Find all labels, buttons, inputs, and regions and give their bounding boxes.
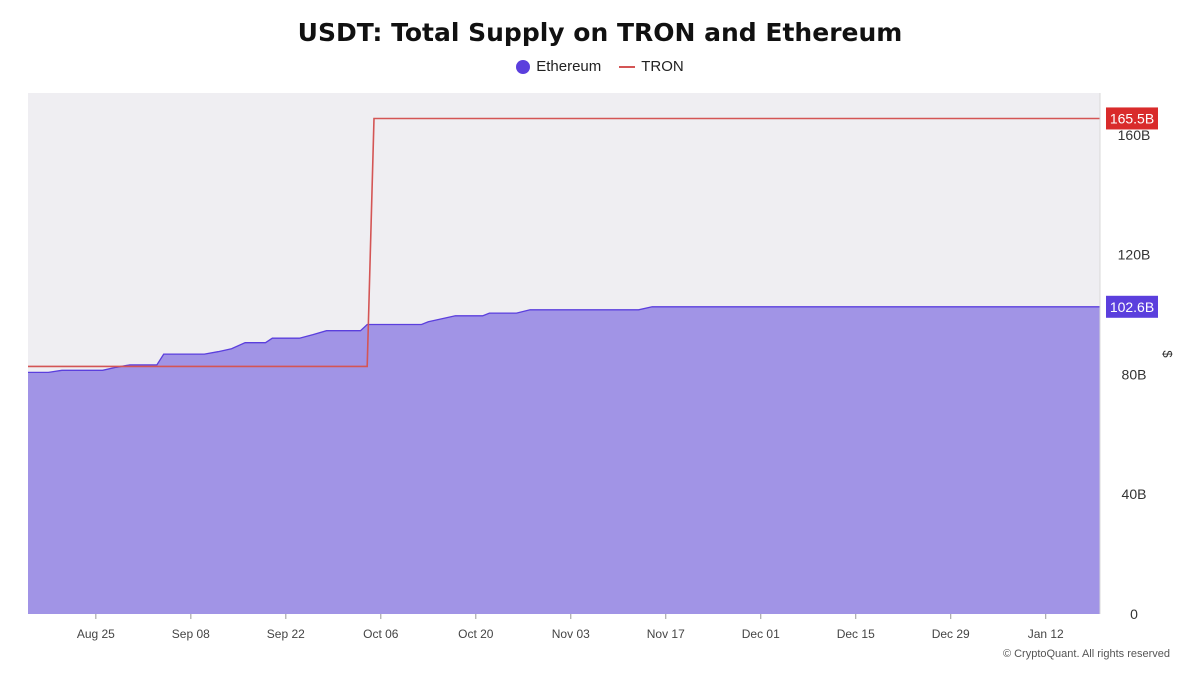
chart-legend: Ethereum TRON: [0, 58, 1200, 75]
x-tick-label: Nov 03: [552, 627, 590, 641]
legend-label-tron: TRON: [641, 58, 684, 75]
last-value-badge-tron-bg: [1106, 107, 1158, 130]
y-tick-label: 80B: [1122, 366, 1147, 382]
last-value-badge-tron-text: 165.5B: [1110, 110, 1154, 126]
y-tick-label: 0: [1130, 606, 1138, 622]
chart-title: USDT: Total Supply on TRON and Ethereum: [297, 18, 903, 47]
y-tick-label: 120B: [1118, 247, 1151, 263]
last-value-badge-ethereum-text: 102.6B: [1110, 299, 1154, 315]
x-tick-label: Dec 01: [742, 627, 780, 641]
x-tick-label: Dec 29: [932, 627, 970, 641]
x-tick-label: Dec 15: [837, 627, 875, 641]
x-tick-label: Nov 17: [647, 627, 685, 641]
series-area-ethereum: [28, 306, 1100, 614]
x-tick-label: Oct 20: [458, 627, 494, 641]
copyright-notice: © CryptoQuant. All rights reserved: [1002, 648, 1170, 660]
x-tick-label: Aug 25: [77, 627, 115, 641]
series-line-tron: [28, 117, 1100, 368]
legend-item-tron[interactable]: TRON: [619, 58, 684, 75]
x-tick-label: Jan 12: [1028, 627, 1064, 641]
y-tick-label: 160B: [1118, 127, 1151, 143]
x-tick-label: Sep 08: [172, 627, 210, 641]
series-line-ethereum: [28, 306, 1100, 374]
legend-item-ethereum[interactable]: Ethereum: [516, 58, 601, 75]
y-tick-label: 40B: [1122, 486, 1147, 502]
legend-label-ethereum: Ethereum: [536, 58, 602, 75]
y-axis-label: $: [1160, 350, 1175, 358]
legend-swatch-ethereum: [516, 59, 531, 74]
x-tick-label: Sep 22: [267, 627, 305, 641]
last-value-badge-ethereum-bg: [1106, 295, 1158, 318]
legend-swatch-tron: [619, 65, 636, 68]
x-tick-label: Oct 06: [363, 627, 399, 641]
